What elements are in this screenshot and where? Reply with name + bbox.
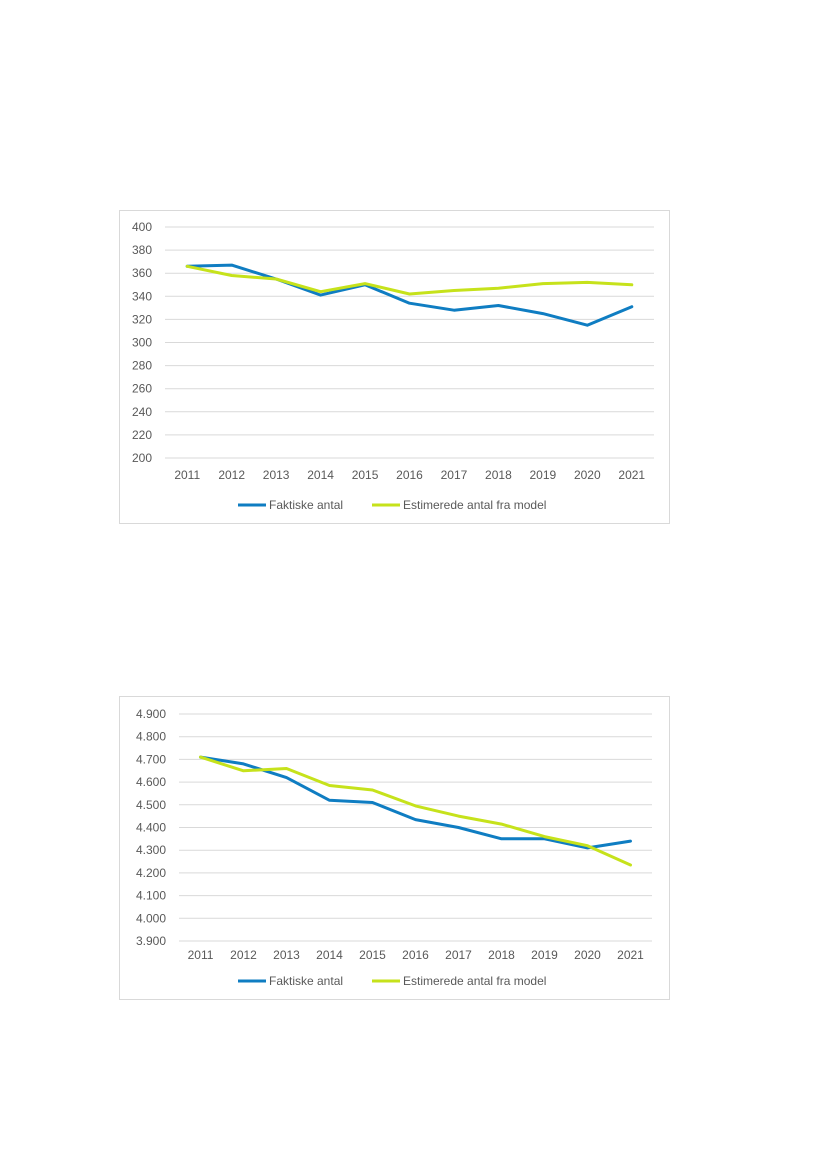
chart-2-svg: 3.900 4.000 4.100 4.200 4.300 4.400 4.500 4.600… bbox=[136, 707, 652, 988]
chart-1-legend-label-1: Faktiske antal bbox=[269, 498, 343, 512]
chart-1-y-tick-label: 320 bbox=[132, 312, 152, 326]
chart-1-x-tick-label: 2016 bbox=[396, 468, 423, 482]
chart-1-x-tick-label: 2020 bbox=[574, 468, 601, 482]
chart-2-x-tick-label: 2017 bbox=[445, 948, 472, 962]
chart-2-y-tick-label: 4.800 bbox=[136, 730, 166, 744]
chart-2-x-tick-label: 2016 bbox=[402, 948, 429, 962]
chart-1-y-tick-label: 380 bbox=[132, 243, 152, 257]
chart-2-series-2-line bbox=[199, 755, 632, 867]
chart-1-y-tick-label: 340 bbox=[132, 289, 152, 303]
chart-1-y-tick-label: 300 bbox=[132, 336, 152, 350]
chart-2-legend-label-2: Estimerede antal fra model bbox=[403, 974, 546, 988]
chart-1-x-tick-label: 2013 bbox=[263, 468, 290, 482]
chart-2-y-tick-label: 4.900 bbox=[136, 707, 166, 721]
chart-1-y-tick-label: 360 bbox=[132, 266, 152, 280]
chart-1-svg: 200 220 240 260 280 300 320 340 360 380 400 2011 201… bbox=[132, 220, 654, 512]
chart-2-x-tick-label: 2014 bbox=[316, 948, 343, 962]
chart-1-legend-label-2: Estimerede antal fra model bbox=[403, 498, 546, 512]
chart-2-y-tick-label: 4.000 bbox=[136, 911, 166, 925]
chart-1-frame: 200 220 240 260 280 300 320 340 360 380 400 2011 201… bbox=[119, 210, 670, 524]
chart-1-x-tick-label: 2019 bbox=[530, 468, 557, 482]
chart-2-y-tick-label: 3.900 bbox=[136, 934, 166, 948]
chart-2-x-tick-label: 2012 bbox=[230, 948, 257, 962]
chart-1-x-tick-label: 2011 bbox=[174, 468, 200, 482]
chart-2-frame: 3.900 4.000 4.100 4.200 4.300 4.400 4.500 4.600… bbox=[119, 696, 670, 1000]
chart-2-x-tick-label: 2019 bbox=[531, 948, 558, 962]
chart-1-x-tick-label: 2018 bbox=[485, 468, 512, 482]
chart-2-y-tick-label: 4.500 bbox=[136, 798, 166, 812]
chart-2-y-tick-label: 4.400 bbox=[136, 821, 166, 835]
chart-2-y-tick-label: 4.600 bbox=[136, 775, 166, 789]
chart-2-legend-label-1: Faktiske antal bbox=[269, 974, 343, 988]
chart-2-x-tick-label: 2015 bbox=[359, 948, 386, 962]
chart-1-series-1-line bbox=[185, 263, 634, 327]
chart-1-y-tick-label: 220 bbox=[132, 428, 152, 442]
chart-2-series-1-line bbox=[199, 755, 632, 850]
chart-2-x-tick-label: 2013 bbox=[273, 948, 300, 962]
chart-1-y-tick-label: 280 bbox=[132, 359, 152, 373]
chart-1-x-tick-label: 2012 bbox=[218, 468, 245, 482]
chart-1-y-tick-label: 240 bbox=[132, 405, 152, 419]
chart-2-x-tick-label: 2021 bbox=[617, 948, 644, 962]
chart-1-y-tick-label: 400 bbox=[132, 220, 152, 234]
chart-2-y-tick-label: 4.700 bbox=[136, 752, 166, 766]
chart-2-y-tick-label: 4.200 bbox=[136, 866, 166, 880]
chart-1-x-tick-label: 2021 bbox=[618, 468, 645, 482]
chart-2-y-tick-label: 4.100 bbox=[136, 889, 166, 903]
chart-1-x-tick-label: 2014 bbox=[307, 468, 334, 482]
chart-1-series-2-line bbox=[185, 264, 634, 296]
chart-1-y-tick-label: 200 bbox=[132, 451, 152, 465]
chart-1-y-tick-label: 260 bbox=[132, 382, 152, 396]
chart-1-x-tick-label: 2017 bbox=[441, 468, 468, 482]
chart-2-x-tick-label: 2020 bbox=[574, 948, 601, 962]
chart-1-x-tick-label: 2015 bbox=[352, 468, 379, 482]
chart-2-y-tick-label: 4.300 bbox=[136, 843, 166, 857]
chart-2-x-tick-label: 2018 bbox=[488, 948, 515, 962]
chart-2-x-tick-label: 2011 bbox=[188, 948, 214, 962]
